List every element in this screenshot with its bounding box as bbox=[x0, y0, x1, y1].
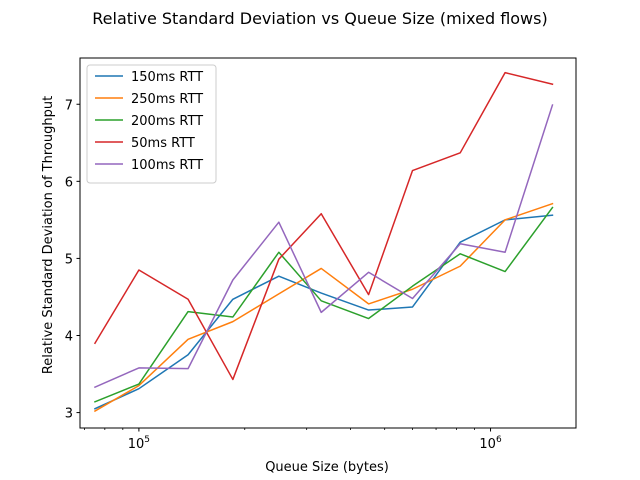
x-tick-label: 106 bbox=[479, 435, 502, 452]
y-tick-label: 3 bbox=[65, 407, 73, 422]
plot-frame bbox=[79, 57, 577, 429]
x-axis-label: Queue Size (bytes) bbox=[265, 460, 389, 475]
y-tick-label: 4 bbox=[65, 330, 73, 345]
y-tick-label: 6 bbox=[65, 175, 73, 190]
legend: 150ms RTT 250ms RTT 200ms RTT 50ms RTT 100ms… bbox=[86, 64, 217, 184]
axis-ticks: 3 4 5 6 7 105 106 bbox=[65, 98, 502, 452]
y-tick-label: 5 bbox=[65, 252, 73, 267]
legend-box bbox=[86, 64, 217, 184]
series-line-50ms-rtt bbox=[93, 71, 554, 381]
legend-label: 250ms RTT bbox=[131, 92, 203, 107]
y-axis-label: Relative Standard Deviation of Throughpu… bbox=[41, 96, 56, 374]
legend-label: 50ms RTT bbox=[131, 136, 195, 151]
series-line-250ms-rtt bbox=[93, 202, 554, 413]
chart-title: Relative Standard Deviation vs Queue Siz… bbox=[92, 9, 547, 28]
series-lines bbox=[93, 71, 554, 413]
legend-label: 150ms RTT bbox=[131, 70, 203, 85]
legend-label: 200ms RTT bbox=[131, 114, 203, 129]
legend-label: 100ms RTT bbox=[131, 158, 203, 173]
series-line-100ms-rtt bbox=[93, 104, 554, 389]
series-line-150ms-rtt bbox=[93, 214, 554, 410]
y-tick-label: 7 bbox=[65, 98, 73, 113]
series-line-200ms-rtt bbox=[93, 206, 554, 403]
x-tick-label: 105 bbox=[128, 435, 150, 452]
